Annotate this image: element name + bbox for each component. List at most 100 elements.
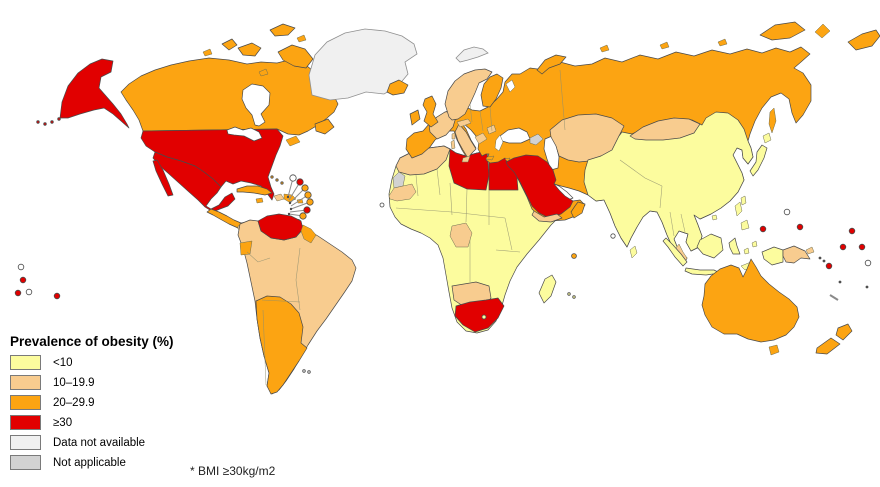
lesotho bbox=[481, 314, 487, 320]
legend-row-nap: Not applicable bbox=[10, 455, 174, 470]
caucasus-area bbox=[529, 133, 544, 146]
legend-swatch-20-29 bbox=[10, 395, 41, 410]
bahamas-islet bbox=[275, 178, 279, 182]
mongolia bbox=[629, 117, 701, 141]
europe-internal-border bbox=[489, 106, 493, 132]
sakhalin bbox=[768, 107, 777, 134]
legend-label-lt10: <10 bbox=[53, 356, 73, 369]
ecuador bbox=[239, 240, 253, 256]
solomon-islet bbox=[822, 259, 826, 263]
tasmania bbox=[768, 344, 780, 356]
madagascar bbox=[538, 274, 557, 304]
pacific-state-dot bbox=[759, 225, 767, 233]
svalbard bbox=[455, 46, 489, 63]
south-america bbox=[237, 213, 357, 395]
caribbean-state-dot bbox=[296, 178, 304, 186]
arctic-island-banks bbox=[221, 38, 238, 51]
great-britain bbox=[422, 95, 439, 128]
new-caledonia bbox=[829, 294, 839, 301]
italy bbox=[454, 123, 477, 159]
caribbean-state-dot bbox=[301, 184, 309, 192]
arctic-island-baffin bbox=[277, 44, 314, 69]
south-america-mainland bbox=[237, 219, 357, 395]
south-east-asia-block bbox=[583, 111, 754, 265]
arctic-islet bbox=[599, 44, 610, 53]
ireland bbox=[409, 109, 421, 126]
mexico bbox=[152, 151, 236, 213]
bahamas-islet bbox=[280, 181, 284, 185]
novaya-zemlya bbox=[536, 54, 567, 75]
lesser-antilles-islet bbox=[287, 212, 291, 216]
africa-internal-border bbox=[465, 188, 468, 223]
argentina-chile bbox=[255, 295, 308, 395]
oceania bbox=[14, 208, 872, 356]
arctic-islet bbox=[717, 38, 728, 47]
comoros-islet bbox=[572, 295, 576, 299]
africa-internal-border bbox=[395, 207, 453, 213]
europe-internal-border bbox=[479, 110, 484, 132]
great-lakes bbox=[226, 126, 263, 142]
africa-internal-border bbox=[504, 217, 513, 251]
legend-row-na: Data not available bbox=[10, 435, 174, 450]
seychelles-dot bbox=[610, 233, 616, 239]
falkland-islet bbox=[302, 369, 306, 373]
aleutian-islet bbox=[57, 117, 61, 121]
pacific-state-dot bbox=[796, 223, 804, 231]
borneo bbox=[696, 233, 724, 259]
jamaica bbox=[255, 197, 264, 204]
north-america bbox=[36, 23, 418, 232]
africa-internal-border bbox=[451, 211, 506, 219]
java bbox=[684, 267, 721, 276]
newfoundland bbox=[314, 118, 335, 135]
asia-internal-border bbox=[669, 211, 675, 237]
oman bbox=[570, 201, 586, 219]
bahamas-islet bbox=[270, 175, 274, 179]
pacific-state-dot bbox=[19, 276, 27, 284]
legend-label-na: Data not available bbox=[53, 436, 146, 449]
bmi-footnote: * BMI ≥30kg/m2 bbox=[190, 464, 276, 478]
aleutian-islet bbox=[36, 120, 40, 124]
baja-california bbox=[152, 159, 174, 197]
aegean-sea bbox=[494, 134, 504, 152]
pacific-state-dot bbox=[839, 243, 847, 251]
moluccas-islet bbox=[751, 240, 758, 248]
legend-swatch-nap bbox=[10, 455, 41, 470]
caribbean-state-dot bbox=[289, 174, 297, 182]
arctic-island-ellesmere bbox=[269, 23, 296, 37]
hudson-bay bbox=[241, 83, 271, 127]
yemen bbox=[531, 210, 563, 223]
legend-title: Prevalence of obesity (%) bbox=[10, 334, 174, 349]
sa-internal-border bbox=[246, 251, 271, 263]
japan-honshu bbox=[749, 144, 768, 177]
arctic-islet bbox=[659, 41, 670, 50]
lesser-antilles-islet bbox=[289, 207, 293, 211]
france bbox=[428, 110, 457, 140]
ne-siberia-islands bbox=[759, 21, 806, 41]
haiti bbox=[273, 193, 285, 202]
africa bbox=[379, 145, 616, 334]
pacific-state-dot bbox=[25, 288, 33, 296]
arctic-island-speck bbox=[202, 48, 213, 57]
corsica bbox=[451, 132, 456, 140]
nova-scotia bbox=[285, 135, 301, 147]
eurasia bbox=[386, 21, 880, 265]
crete bbox=[485, 155, 495, 161]
moluccas-islet bbox=[743, 247, 750, 255]
fiji-islet bbox=[865, 285, 869, 289]
sulawesi bbox=[728, 237, 741, 255]
cuba bbox=[236, 185, 273, 196]
mauritania-senegal bbox=[388, 183, 417, 202]
sa-internal-border bbox=[261, 299, 301, 303]
alpine-countries bbox=[456, 118, 472, 128]
mauritius-dot bbox=[571, 253, 577, 259]
pacific-state-dot bbox=[858, 243, 866, 251]
arctic-island-victoria bbox=[237, 42, 262, 57]
chile-argentina-border bbox=[262, 309, 267, 386]
legend-swatch-gte30 bbox=[10, 415, 41, 430]
solomon-islet bbox=[818, 256, 822, 260]
balkan-patch bbox=[474, 132, 488, 145]
new-zealand-north bbox=[835, 323, 853, 341]
south-africa bbox=[454, 297, 505, 333]
africa-internal-border bbox=[495, 249, 521, 253]
legend-row-lt10: <10 bbox=[10, 355, 174, 370]
